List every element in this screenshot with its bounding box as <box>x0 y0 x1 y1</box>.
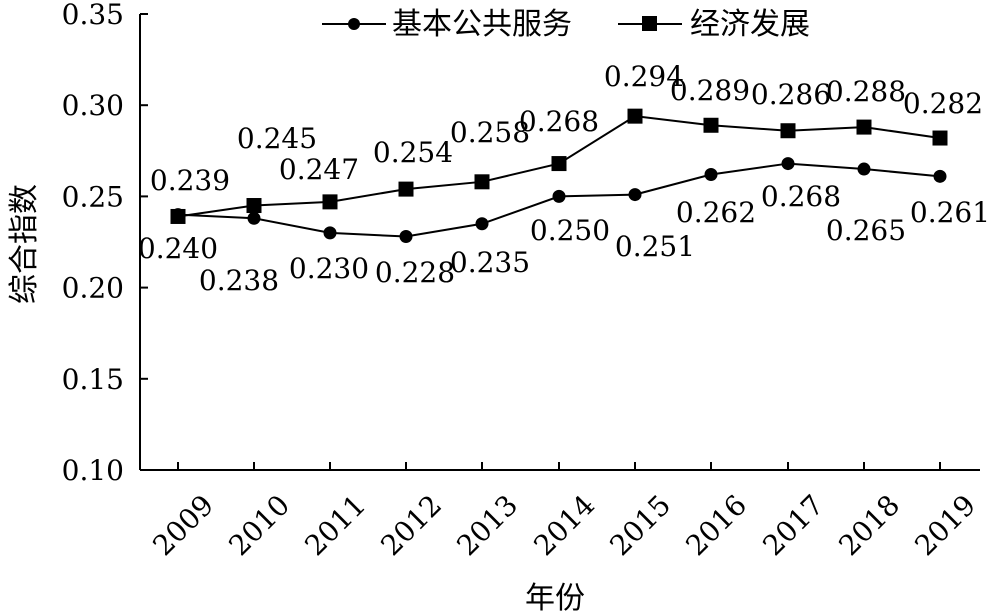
series-1-label-8: 0.286 <box>751 78 831 111</box>
x-tick-label: 2018 <box>832 488 906 562</box>
legend: 基本公共服务 经济发展 <box>322 7 810 42</box>
series-0-label-9: 0.265 <box>826 214 906 247</box>
x-tick-label: 2016 <box>679 488 753 562</box>
series-markers <box>170 108 948 244</box>
series-1-point-3 <box>398 181 414 197</box>
series-0-label-0: 0.240 <box>138 232 218 265</box>
x-tick-label: 2015 <box>603 488 677 562</box>
series-0-label-2: 0.230 <box>289 252 369 285</box>
series-0-point-4 <box>475 217 489 231</box>
series-1-label-3: 0.254 <box>373 136 453 169</box>
y-tick-label: 0.30 <box>62 89 124 122</box>
series-1-point-7 <box>703 117 719 133</box>
series-1-label-1: 0.245 <box>237 122 317 155</box>
legend-marker-basic-public-service <box>348 18 360 30</box>
series-1-label-9: 0.288 <box>826 75 906 108</box>
series-1-point-8 <box>780 123 796 139</box>
legend-marker-economic-development <box>642 16 657 31</box>
x-tick-label: 2010 <box>222 488 296 562</box>
series-0-label-8: 0.268 <box>761 180 841 213</box>
series-1-point-10 <box>932 130 948 146</box>
x-tick-label: 2019 <box>908 488 982 562</box>
y-tick-label: 0.25 <box>62 180 124 213</box>
x-tick-label: 2013 <box>450 488 524 562</box>
x-axis-title: 年份 <box>525 581 585 616</box>
series-1-label-5: 0.268 <box>519 105 599 138</box>
x-tick-label: 2009 <box>146 488 220 562</box>
series-0-point-6 <box>628 188 642 202</box>
series-0-label-5: 0.250 <box>530 214 610 247</box>
y-tick-label: 0.20 <box>62 272 124 305</box>
series-0-point-9 <box>857 162 871 176</box>
series-0-point-3 <box>399 230 413 244</box>
series-0-point-5 <box>552 189 566 203</box>
y-tick-label: 0.15 <box>62 363 124 396</box>
series-1-label-6: 0.294 <box>604 60 684 93</box>
series-0-label-6: 0.251 <box>615 230 695 263</box>
x-ticks: 2009 2010 2011 2012 2013 2014 2015 2016 2017 2018… <box>146 462 982 562</box>
series-1-point-2 <box>322 194 338 210</box>
series-0-point-1 <box>247 211 261 225</box>
y-axis-title: 综合指数 <box>7 184 42 304</box>
series-0-point-8 <box>781 157 795 171</box>
series-0-point-2 <box>323 226 337 240</box>
series-1-point-5 <box>551 156 567 172</box>
y-ticks: 0.10 0.15 0.20 0.25 0.30 0.35 <box>62 0 148 487</box>
series-0-label-1: 0.238 <box>199 264 279 297</box>
series-1-point-0 <box>170 208 186 224</box>
series-0-label-7: 0.262 <box>676 196 756 229</box>
series-1-point-4 <box>474 174 490 190</box>
series-0-label-4: 0.235 <box>450 246 530 279</box>
series-1-label-0: 0.239 <box>150 164 230 197</box>
x-tick-label: 2017 <box>756 488 830 562</box>
x-tick-label: 2012 <box>374 488 448 562</box>
series-0-point-7 <box>704 168 718 182</box>
series-1-label-4: 0.258 <box>450 116 530 149</box>
legend-label-basic-public-service: 基本公共服务 <box>392 7 572 42</box>
series-1-point-6 <box>627 108 643 124</box>
series-1-label-7: 0.289 <box>670 74 750 107</box>
series-1-point-9 <box>856 119 872 135</box>
x-tick-label: 2014 <box>527 488 601 562</box>
series-1-label-2: 0.247 <box>279 153 359 186</box>
legend-label-economic-development: 经济发展 <box>690 7 810 42</box>
series-0-point-10 <box>933 169 947 183</box>
series-1-label-10: 0.282 <box>903 87 983 120</box>
series-1-point-1 <box>246 198 262 214</box>
y-tick-label: 0.10 <box>62 454 124 487</box>
series-0-label-3: 0.228 <box>375 256 455 289</box>
y-tick-label: 0.35 <box>62 0 124 31</box>
x-tick-label: 2011 <box>298 488 372 562</box>
series-0-label-10: 0.261 <box>910 196 990 229</box>
